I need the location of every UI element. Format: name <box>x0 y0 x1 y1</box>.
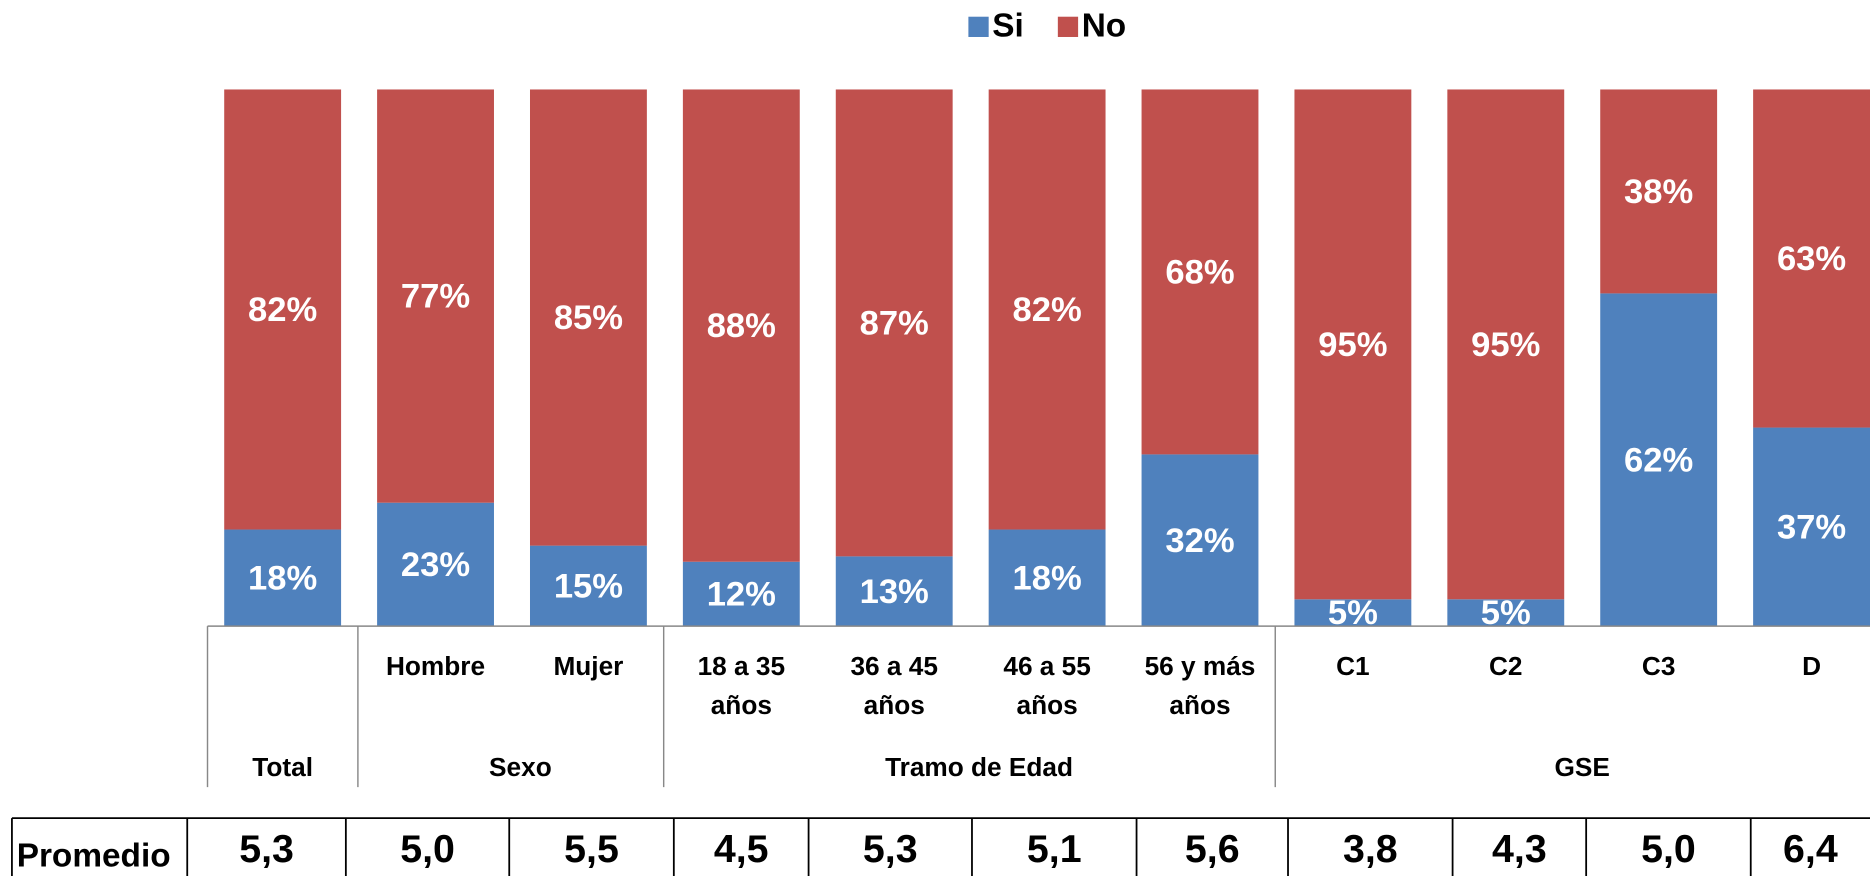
table-cell: 5,0 <box>400 827 455 871</box>
data-label: 87% <box>860 304 929 342</box>
bar-segment <box>988 529 1106 627</box>
bar-segment <box>1141 454 1259 627</box>
bar-segment <box>529 545 647 627</box>
bar-segment <box>224 89 342 530</box>
table-cell: 4,5 <box>714 827 769 871</box>
table-cell: 5,3 <box>239 827 294 871</box>
x-tick-label: 18 a 35 años <box>698 651 785 720</box>
table-cell: 3,8 <box>1343 827 1398 871</box>
x-tick-label: 36 a 45 años <box>850 651 937 720</box>
x-tick-label: Hombre <box>386 651 485 681</box>
bar-segment <box>1600 293 1718 627</box>
group-label: Total <box>252 752 313 782</box>
data-label: 18% <box>248 559 317 597</box>
data-label: 95% <box>1471 326 1540 364</box>
legend-swatch <box>1057 16 1079 37</box>
bar-segment <box>682 89 800 562</box>
table-cell: 4,3 <box>1492 827 1547 871</box>
bar-segment <box>1294 599 1412 627</box>
group-label: Sexo <box>489 752 552 782</box>
x-tick-label: C2 <box>1489 651 1523 681</box>
data-label: 18% <box>1012 559 1081 597</box>
table-row-label: Promedio <box>17 837 171 874</box>
data-label: 13% <box>860 573 929 611</box>
data-label: 38% <box>1624 173 1693 211</box>
bar-segment <box>1600 89 1718 294</box>
x-tick-label: 56 y más años <box>1145 651 1256 720</box>
table-cell: 5,1 <box>1027 827 1082 871</box>
bar-segment <box>377 502 494 627</box>
group-label: Tramo de Edad <box>885 752 1073 782</box>
data-label: 88% <box>707 307 776 345</box>
x-tick-label: Mujer <box>553 651 623 681</box>
x-tick-label: C1 <box>1336 651 1370 681</box>
x-tick-label: 46 a 55 años <box>1003 651 1090 720</box>
bar-segment <box>988 89 1106 530</box>
bar-segment <box>1753 427 1870 627</box>
data-label: 82% <box>1012 291 1081 329</box>
bar-segment <box>1447 89 1565 600</box>
data-label: 23% <box>401 546 470 584</box>
bar-segment <box>224 529 342 627</box>
data-label: 15% <box>554 567 623 605</box>
bar-segment <box>1141 89 1259 455</box>
x-tick-label-line: 56 y más <box>1145 651 1256 681</box>
x-tick-label-line: años <box>1169 690 1230 720</box>
bar-segment <box>1294 89 1412 600</box>
x-tick-label-line: años <box>711 690 772 720</box>
table-cell: 6,4 <box>1783 827 1838 871</box>
legend-label: No <box>1082 7 1127 44</box>
bar-segment <box>835 556 953 627</box>
bar-segment <box>835 89 953 557</box>
bar-segment <box>1447 599 1565 627</box>
x-tick-label-line: 36 a 45 <box>850 651 937 681</box>
group-label: GSE <box>1555 752 1610 782</box>
data-label: 95% <box>1318 326 1387 364</box>
table-cell: 5,6 <box>1185 827 1240 871</box>
data-label: 82% <box>248 291 317 329</box>
legend-swatch <box>968 16 989 37</box>
legend-label: Si <box>992 7 1024 44</box>
x-tick-label: C3 <box>1642 651 1676 681</box>
x-tick-label-line: años <box>1017 690 1078 720</box>
data-label: 68% <box>1165 253 1234 291</box>
bar-segment <box>529 89 647 546</box>
x-tick-label-line: años <box>864 690 925 720</box>
data-label: 63% <box>1777 240 1846 278</box>
data-label: 62% <box>1624 441 1693 479</box>
x-tick-label: D <box>1802 651 1821 681</box>
table-cell: 5,3 <box>863 827 918 871</box>
data-label: 85% <box>554 299 623 337</box>
data-label: 37% <box>1777 508 1846 546</box>
table-cell: 5,5 <box>564 827 619 871</box>
table-cell: 5,0 <box>1641 827 1696 871</box>
x-tick-label-line: 18 a 35 <box>698 651 785 681</box>
bar-segment <box>682 561 800 627</box>
bar-segment <box>377 89 494 503</box>
x-tick-label-line: 46 a 55 <box>1003 651 1090 681</box>
data-label: 12% <box>707 575 776 613</box>
data-label: 32% <box>1165 522 1234 560</box>
bar-segment <box>1753 89 1870 428</box>
data-label: 77% <box>401 278 470 316</box>
